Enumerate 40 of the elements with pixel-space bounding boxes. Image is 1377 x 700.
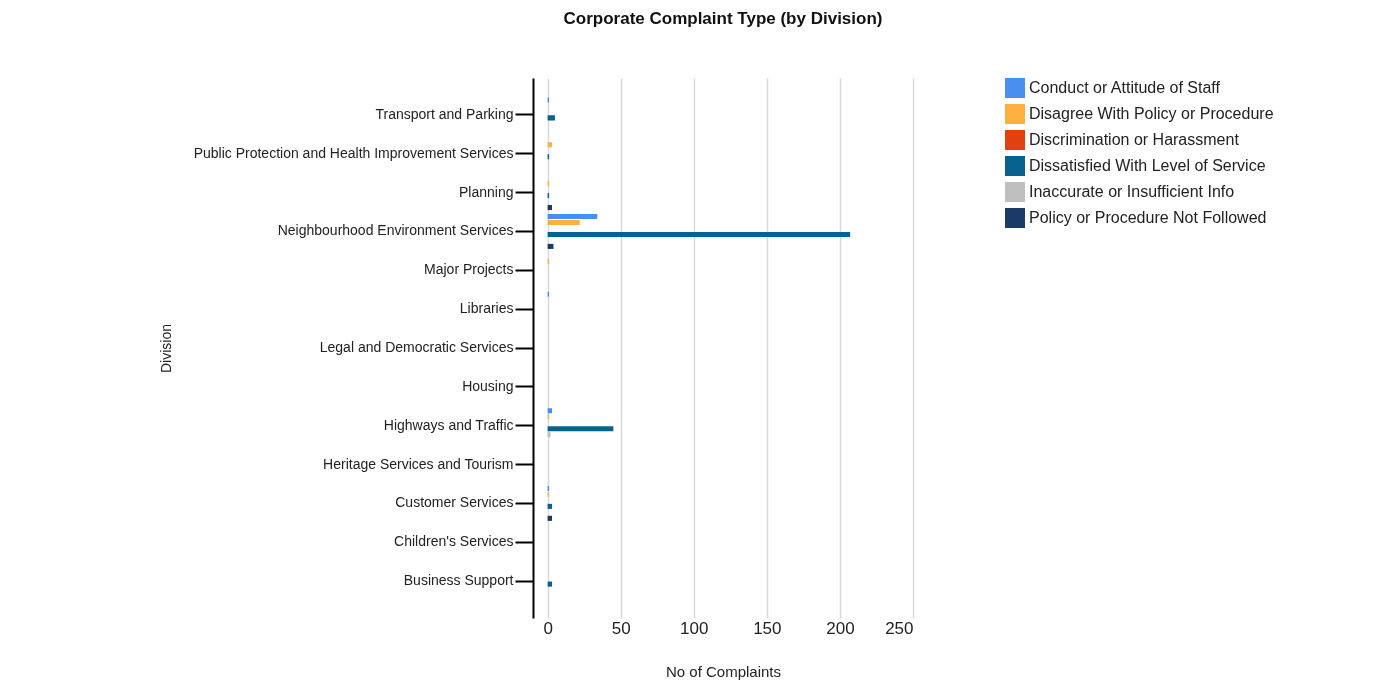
bar bbox=[547, 581, 552, 587]
bar bbox=[547, 503, 552, 509]
bar bbox=[547, 408, 552, 414]
x-tick-label: 200 bbox=[826, 618, 855, 638]
y-tick-label: Neighbourhood Environment Services bbox=[277, 222, 514, 239]
y-tick-label: Business Support bbox=[403, 572, 514, 589]
y-tick-label: Customer Services bbox=[395, 494, 514, 511]
bar bbox=[547, 426, 614, 432]
y-tick-label: Transport and Parking bbox=[375, 105, 514, 122]
legend-label: Inaccurate or Insufficient Info bbox=[1029, 183, 1235, 200]
y-axis-title: Division bbox=[157, 323, 174, 374]
bar bbox=[547, 432, 551, 438]
y-tick-label: Libraries bbox=[459, 300, 514, 317]
x-tick-label: 0 bbox=[543, 618, 553, 638]
bar bbox=[547, 219, 580, 226]
x-tick-label: 100 bbox=[680, 618, 709, 638]
y-tick-label: Heritage Services and Tourism bbox=[323, 455, 514, 472]
legend-label: Disagree With Policy or Procedure bbox=[1029, 105, 1274, 122]
bar bbox=[547, 231, 851, 237]
y-tick-label: Major Projects bbox=[424, 261, 514, 278]
bar bbox=[547, 515, 552, 521]
bar bbox=[547, 115, 555, 121]
y-tick-label: Housing bbox=[462, 377, 514, 394]
legend-label: Discrimination or Harassment bbox=[1029, 131, 1240, 148]
bar bbox=[547, 213, 598, 220]
y-tick-label: Planning bbox=[459, 183, 514, 200]
chart-title: Corporate Complaint Type (by Division) bbox=[563, 9, 883, 28]
bar bbox=[547, 142, 552, 148]
legend-label: Policy or Procedure Not Followed bbox=[1029, 209, 1267, 226]
y-tick-label: Public Protection and Health Improvement Services bbox=[193, 144, 514, 161]
y-tick-label: Legal and Democratic Services bbox=[319, 339, 514, 355]
legend-label: Dissatisfied With Level of Service bbox=[1029, 157, 1266, 174]
x-tick-label: 250 bbox=[885, 618, 914, 638]
y-tick-label: Highways and Traffic bbox=[383, 416, 514, 433]
x-axis-title: No of Complaints bbox=[665, 662, 782, 680]
bar bbox=[547, 205, 552, 211]
x-tick-label: 150 bbox=[753, 618, 782, 638]
x-tick-label: 50 bbox=[611, 618, 631, 638]
y-tick-label: Children's Services bbox=[394, 533, 514, 550]
legend-label: Conduct or Attitude of Staff bbox=[1029, 79, 1221, 96]
